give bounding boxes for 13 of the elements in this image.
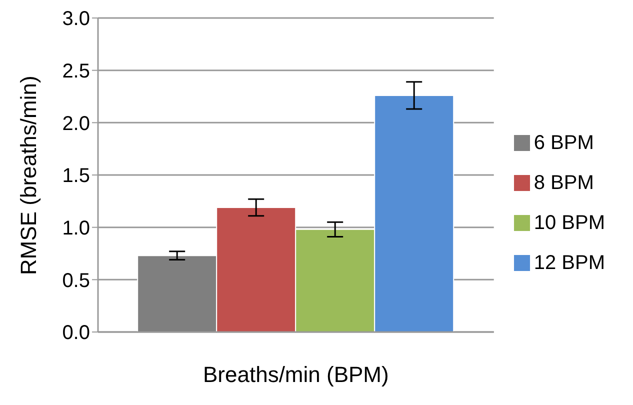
y-tick-label: 0.0 (62, 322, 90, 344)
x-axis-title: Breaths/min (BPM) (203, 362, 389, 387)
y-tick-label: 3.0 (62, 8, 90, 30)
y-tick-label: 1.0 (62, 217, 90, 240)
legend-label: 6 BPM (534, 132, 594, 154)
legend-label: 10 BPM (534, 212, 605, 234)
y-tick-label: 2.0 (62, 112, 90, 135)
y-tick-label: 1.5 (62, 165, 90, 188)
y-tick-label: 0.5 (62, 270, 90, 292)
y-axis-title: RMSE (breaths/min) (16, 76, 41, 275)
y-tick-label: 2.5 (62, 60, 90, 82)
legend-label: 12 BPM (534, 252, 605, 274)
legend-label: 8 BPM (534, 172, 594, 194)
